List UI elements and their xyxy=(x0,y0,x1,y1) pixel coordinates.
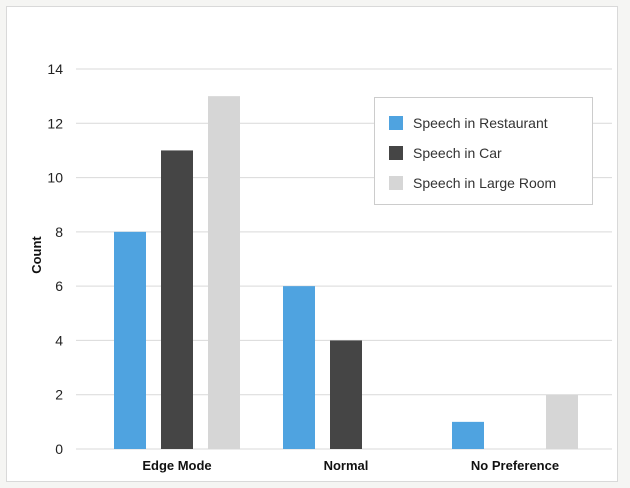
x-category-label: No Preference xyxy=(471,458,559,473)
y-tick-label: 12 xyxy=(47,115,63,131)
bar xyxy=(283,286,315,449)
legend-swatch xyxy=(389,146,403,160)
y-tick-label: 6 xyxy=(55,278,63,294)
legend-swatch xyxy=(389,116,403,130)
bar xyxy=(546,394,578,449)
y-tick-label: 2 xyxy=(55,387,63,403)
bar xyxy=(161,150,193,449)
legend-label: Speech in Car xyxy=(413,145,502,161)
legend-label: Speech in Large Room xyxy=(413,175,556,191)
bar xyxy=(452,421,484,449)
y-tick-label: 10 xyxy=(47,170,63,186)
y-tick-label: 4 xyxy=(55,332,63,348)
legend-box xyxy=(374,97,593,205)
legend-swatch xyxy=(389,176,403,190)
legend-items: Speech in Restaurant Speech in Car Speech … xyxy=(389,115,556,191)
y-tick-label: 8 xyxy=(55,224,63,240)
x-axis-categories: Edge Mode Normal No Preference xyxy=(142,458,559,473)
y-tick-label: 0 xyxy=(55,441,63,457)
y-tick-label: 14 xyxy=(47,61,63,77)
legend: Speech in Restaurant Speech in Car Speech … xyxy=(374,97,593,205)
bars xyxy=(114,96,578,450)
y-axis-ticks: 0 2 4 6 8 10 12 14 xyxy=(47,61,63,457)
y-axis-title: Count xyxy=(29,236,44,274)
legend-label: Speech in Restaurant xyxy=(413,115,548,131)
bar xyxy=(114,231,146,449)
x-category-label: Normal xyxy=(324,458,369,473)
bar xyxy=(208,96,240,450)
bar xyxy=(330,340,362,449)
x-category-label: Edge Mode xyxy=(142,458,211,473)
